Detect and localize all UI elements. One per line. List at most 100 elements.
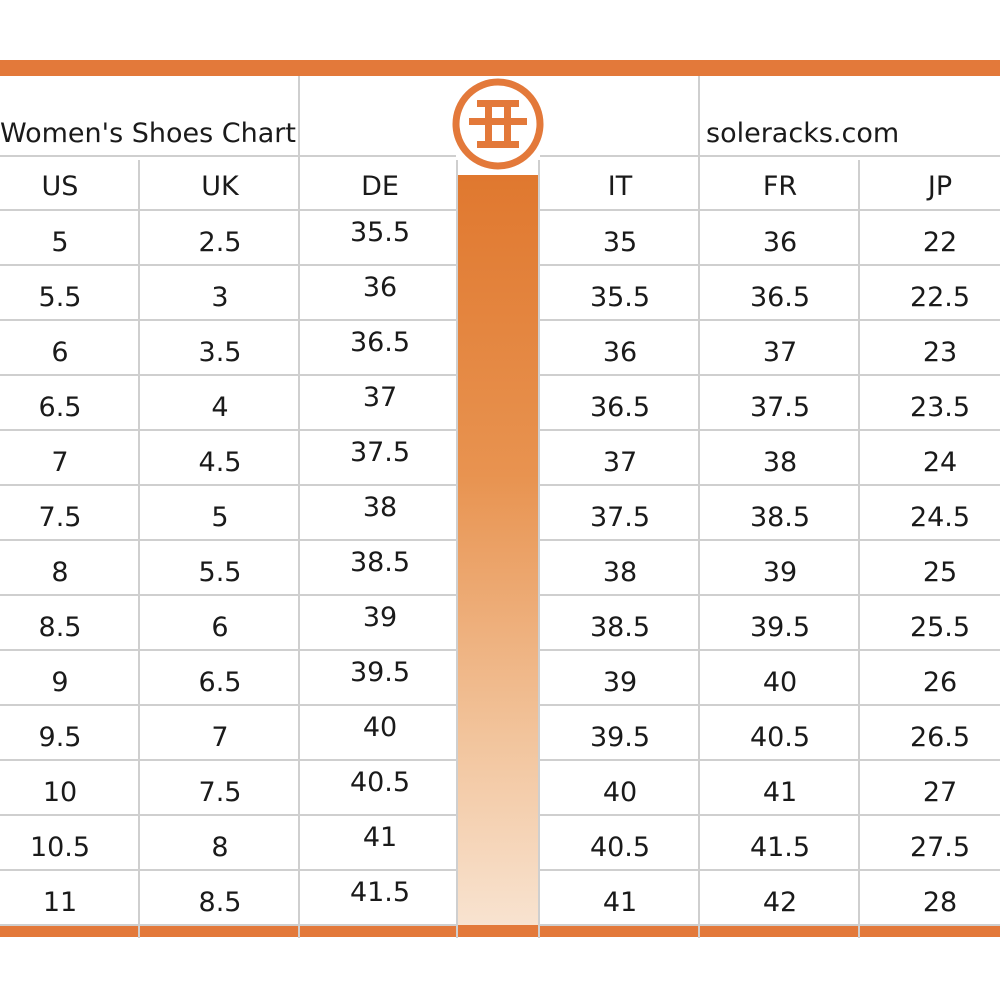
grid-hline — [0, 649, 456, 651]
table-cell: 8.5 — [198, 887, 242, 918]
table-cell: 22.5 — [909, 282, 971, 313]
table-cell: 38 — [362, 492, 398, 523]
grid-hline — [0, 814, 456, 816]
table-cell: 24 — [922, 447, 958, 478]
table-cell: 24.5 — [909, 502, 971, 533]
table-cell: 26.5 — [909, 722, 971, 753]
chart-title: Women's Shoes Chart — [0, 118, 296, 149]
grid-vline — [456, 160, 458, 938]
table-cell: 39 — [762, 557, 798, 588]
table-cell: 35 — [602, 227, 638, 258]
table-cell: 23 — [922, 337, 958, 368]
table-cell: 36.5 — [589, 392, 651, 423]
table-cell: 10 — [42, 777, 78, 808]
grid-hline — [0, 209, 456, 211]
table-cell: 6 — [211, 612, 229, 643]
table-cell: 27 — [922, 777, 958, 808]
tory-burch-logo-icon — [447, 78, 549, 170]
table-cell: 39.5 — [349, 657, 411, 688]
table-cell: 40 — [362, 712, 398, 743]
grid-hline — [0, 704, 456, 706]
table-cell: 37.5 — [589, 502, 651, 533]
table-cell: 7.5 — [38, 502, 82, 533]
column-header-de: DE — [361, 171, 399, 202]
site-name: soleracks.com — [706, 118, 900, 149]
grid-hline — [540, 924, 1000, 926]
grid-vline — [698, 160, 700, 938]
table-cell: 25 — [922, 557, 958, 588]
table-cell: 3 — [211, 282, 229, 313]
table-cell: 42 — [762, 887, 798, 918]
table-cell: 7 — [211, 722, 229, 753]
grid-hline — [0, 759, 456, 761]
grid-hline — [0, 264, 456, 266]
grid-hline — [540, 539, 1000, 541]
table-cell: 9.5 — [38, 722, 82, 753]
table-cell: 38.5 — [349, 547, 411, 578]
column-header-fr: FR — [762, 171, 798, 202]
table-cell: 39.5 — [589, 722, 651, 753]
grid-hline — [540, 594, 1000, 596]
table-cell: 38.5 — [589, 612, 651, 643]
table-cell: 7.5 — [198, 777, 242, 808]
grid-vline — [138, 160, 140, 938]
table-cell: 38.5 — [749, 502, 811, 533]
table-cell: 6.5 — [198, 667, 242, 698]
table-cell: 11 — [42, 887, 78, 918]
table-cell: 27.5 — [909, 832, 971, 863]
table-cell: 36.5 — [749, 282, 811, 313]
grid-hline — [540, 869, 1000, 871]
grid-hline — [540, 374, 1000, 376]
grid-hline — [0, 429, 456, 431]
table-cell: 40.5 — [749, 722, 811, 753]
table-cell: 37 — [602, 447, 638, 478]
table-cell: 8.5 — [38, 612, 82, 643]
table-cell: 35.5 — [589, 282, 651, 313]
grid-vline — [298, 160, 300, 938]
grid-vline — [538, 160, 540, 938]
grid-hline — [0, 374, 456, 376]
table-cell: 37 — [362, 382, 398, 413]
table-cell: 38 — [762, 447, 798, 478]
grid-hline — [0, 155, 456, 157]
table-cell: 3.5 — [198, 337, 242, 368]
grid-hline — [0, 539, 456, 541]
table-cell: 6.5 — [38, 392, 82, 423]
table-cell: 26 — [922, 667, 958, 698]
column-header-jp: JP — [927, 171, 953, 202]
table-cell: 37.5 — [349, 437, 411, 468]
table-cell: 41 — [362, 822, 398, 853]
table-cell: 36 — [362, 272, 398, 303]
table-cell: 40 — [602, 777, 638, 808]
grid-hline — [540, 264, 1000, 266]
logo-accent-column — [458, 175, 538, 925]
grid-hline — [540, 429, 1000, 431]
table-cell: 37.5 — [749, 392, 811, 423]
table-cell: 41.5 — [749, 832, 811, 863]
table-cell: 39 — [362, 602, 398, 633]
table-cell: 41 — [602, 887, 638, 918]
grid-hline — [540, 209, 1000, 211]
grid-hline — [0, 869, 456, 871]
table-cell: 40 — [762, 667, 798, 698]
table-cell: 2.5 — [198, 227, 242, 258]
table-cell: 9 — [51, 667, 69, 698]
table-cell: 39.5 — [749, 612, 811, 643]
table-cell: 8 — [51, 557, 69, 588]
grid-hline — [540, 814, 1000, 816]
grid-hline — [0, 594, 456, 596]
table-cell: 36 — [602, 337, 638, 368]
column-header-uk: UK — [201, 171, 239, 202]
table-cell: 4 — [211, 392, 229, 423]
table-cell: 41.5 — [349, 877, 411, 908]
grid-hline — [540, 759, 1000, 761]
table-cell: 28 — [922, 887, 958, 918]
table-cell: 5 — [51, 227, 69, 258]
table-cell: 5.5 — [198, 557, 242, 588]
table-cell: 25.5 — [909, 612, 971, 643]
table-cell: 35.5 — [349, 217, 411, 248]
grid-vline — [698, 76, 700, 166]
grid-hline — [0, 484, 456, 486]
grid-vline — [858, 160, 860, 938]
table-cell: 4.5 — [198, 447, 242, 478]
